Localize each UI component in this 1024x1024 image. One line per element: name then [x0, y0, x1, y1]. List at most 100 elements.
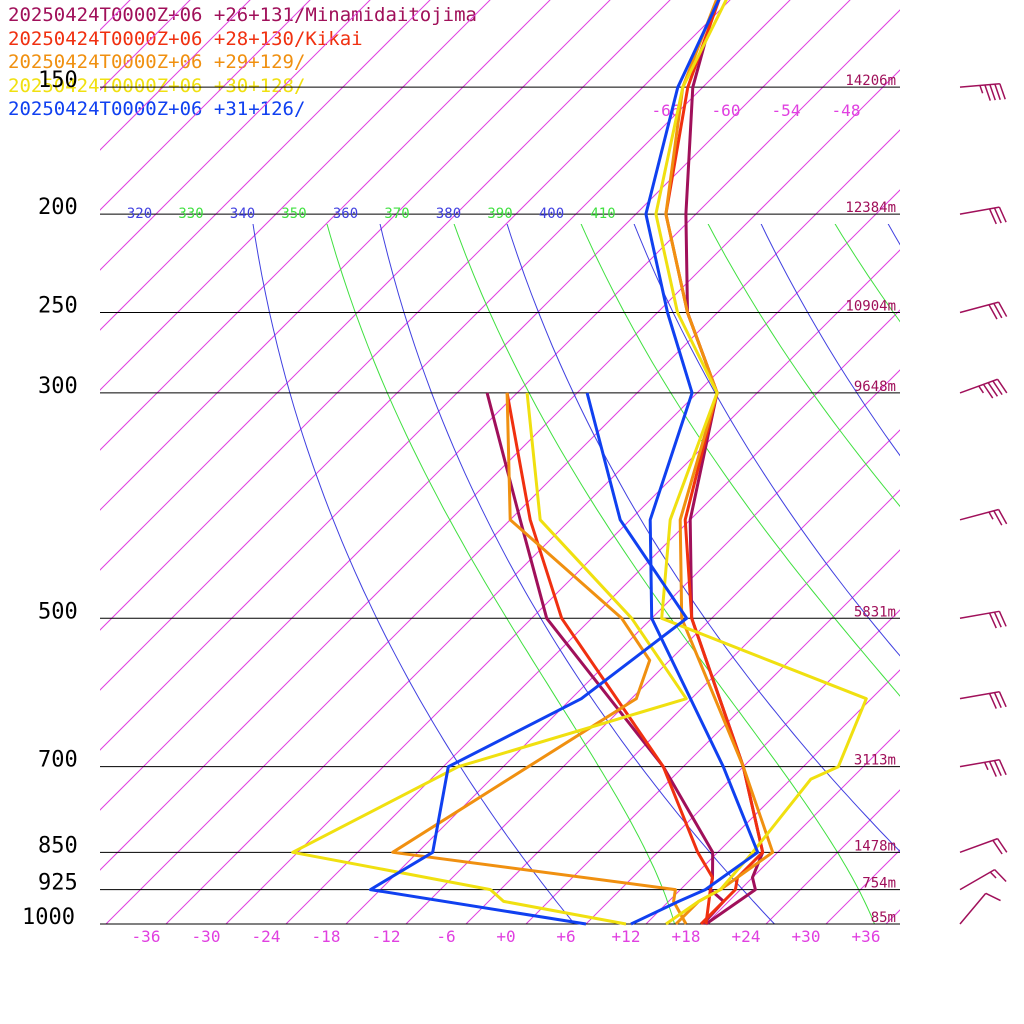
moist-adiabat — [834, 224, 900, 323]
wind-barb — [959, 378, 1008, 399]
isotherm-line — [100, 0, 791, 691]
height-label: 14206m — [845, 73, 896, 89]
isotherm-line — [100, 0, 371, 271]
temperature-tick-label: +24 — [732, 927, 761, 946]
wind-barb-flag — [997, 509, 1008, 525]
isotherm-line — [165, 189, 900, 924]
temperature-tick-label: +30 — [792, 927, 821, 946]
isotherm-top-label: -54 — [772, 101, 801, 120]
wind-barb-shaft — [959, 610, 1000, 619]
wind-barb-flag — [996, 378, 1008, 394]
dry-adiabat — [379, 224, 776, 924]
dewpoint-profile — [368, 392, 689, 926]
wind-barb-flag — [988, 693, 997, 709]
wind-barb-flag — [997, 301, 1008, 317]
isotherm-top-label: -60 — [712, 101, 741, 120]
wind-barb-flag — [988, 761, 997, 777]
wind-barb-half-flag — [983, 762, 989, 771]
temperature-tick-label: +36 — [852, 927, 881, 946]
isotherm-line — [100, 0, 851, 751]
wind-barb-flag — [984, 84, 991, 101]
wind-barb-shaft — [959, 206, 1000, 215]
moist-adiabat — [795, 0, 1024, 945]
wind-barb-shaft — [959, 758, 1000, 768]
dry-adiabat — [252, 224, 576, 924]
isotherm-line — [100, 0, 431, 331]
theta-label: 360 — [333, 206, 358, 222]
wind-barb-flag — [992, 839, 1003, 855]
isotherm-line — [705, 729, 900, 924]
pressure-label: 925 — [38, 871, 78, 896]
moist-adiabat — [996, 0, 1024, 945]
isotherm-line — [0, 0, 1024, 924]
theta-label: 330 — [178, 206, 203, 222]
height-label: 12384m — [845, 200, 896, 216]
dewpoint-profile — [505, 392, 714, 925]
temperature-profile — [630, 0, 760, 926]
theta-label: 350 — [281, 206, 306, 222]
wind-barb-shaft — [959, 82, 1000, 88]
wind-barb-flag — [988, 612, 997, 629]
wind-barb-flag — [996, 838, 1008, 853]
isotherm-line — [825, 849, 900, 924]
wind-barb-shaft — [959, 301, 999, 314]
wind-barb-flag — [998, 759, 1007, 776]
wind-barb — [959, 508, 1008, 526]
pressure-label: 700 — [38, 748, 78, 773]
isotherm-top-label: -48 — [832, 101, 861, 120]
pressure-label: 850 — [38, 833, 78, 858]
wind-barb-half-flag — [989, 871, 997, 879]
legend-entry: 20250424T0000Z+06 +28+130/Kikai — [8, 27, 363, 50]
isotherm-line — [100, 0, 311, 211]
wind-barb-flag — [993, 510, 1003, 526]
wind-barb — [959, 758, 1007, 777]
legend: 20250424T0000Z+06 +26+131/Minamidaitojim… — [8, 4, 477, 122]
theta-label: 320 — [127, 206, 152, 222]
wind-barb-shaft — [959, 508, 999, 521]
wind-barb-shaft — [959, 892, 987, 925]
isotherm-line — [100, 0, 731, 631]
height-label: 85m — [871, 910, 896, 926]
isotherm-line — [100, 0, 611, 511]
wind-barb — [959, 690, 1007, 709]
isotherm-line — [946, 0, 1024, 924]
wind-barb-flag — [998, 611, 1007, 627]
wind-barb-half-flag — [978, 385, 985, 394]
wind-barb-flag — [993, 692, 1002, 708]
wind-barb-flag — [994, 869, 1007, 882]
wind-barb-shaft — [959, 837, 998, 854]
temperature-tick-label: -36 — [132, 927, 161, 946]
wind-barb-flag — [992, 380, 1003, 396]
theta-label: 370 — [384, 206, 409, 222]
isotherm-line — [0, 0, 1024, 924]
pressure-label: 500 — [38, 599, 78, 624]
wind-barb — [959, 206, 1007, 225]
wind-barb-flag — [993, 303, 1003, 319]
dry-adiabat — [633, 224, 900, 657]
theta-label: 340 — [230, 206, 255, 222]
legend-entry: 20250424T0000Z+06 +30+128/ — [8, 74, 306, 97]
isotherm-line — [100, 69, 900, 871]
isotherm-line — [0, 0, 1024, 924]
wind-barb-flag — [993, 611, 1002, 628]
theta-label: 390 — [487, 206, 512, 222]
wind-barb-flag — [998, 206, 1007, 223]
isotherm-line — [100, 0, 251, 151]
isotherm-line — [345, 369, 900, 924]
wind-barb-flag — [982, 383, 994, 399]
legend-entry: 20250424T0000Z+06 +29+129/ — [8, 51, 306, 73]
isotherm-line — [465, 489, 900, 924]
temperature-tick-label: -30 — [192, 927, 221, 946]
dewpoint-profile — [391, 392, 688, 925]
isotherm-line — [1006, 0, 1024, 924]
isotherm-line — [0, 0, 1024, 924]
isotherm-line — [100, 0, 551, 451]
isotherm-line — [525, 549, 900, 924]
temperature-profile — [654, 0, 868, 926]
wind-barb-flag — [994, 83, 1001, 100]
height-label: 10904m — [845, 299, 896, 315]
height-label: 9648m — [854, 379, 896, 395]
temperature-tick-label: +0 — [496, 927, 515, 946]
wind-barb-shaft — [959, 690, 1000, 700]
